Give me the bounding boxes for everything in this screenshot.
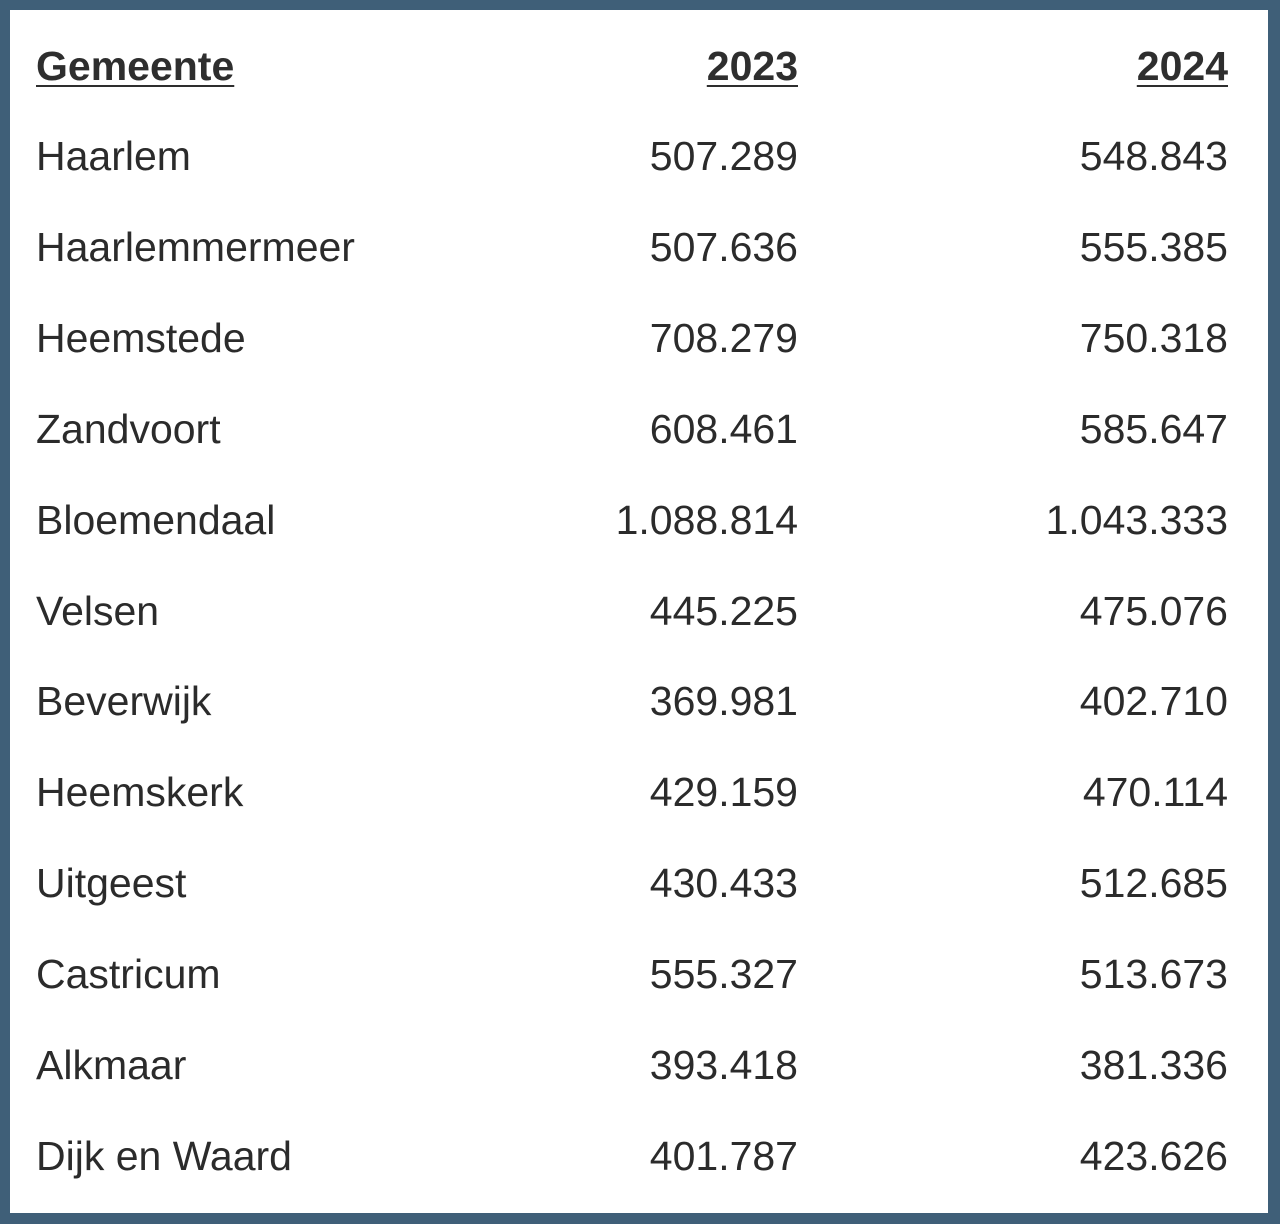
cell-gemeente: Heemskerk <box>36 769 244 815</box>
cell-2023: 401.787 <box>649 1133 798 1179</box>
cell-gemeente: Haarlem <box>36 133 191 179</box>
table-row: Velsen 445.225 475.076 <box>10 566 1268 657</box>
table-row: Dijk en Waard 401.787 423.626 <box>10 1111 1268 1202</box>
cell-gemeente: Castricum <box>36 951 221 997</box>
table-row: Heemskerk 429.159 470.114 <box>10 747 1268 838</box>
cell-gemeente: Uitgeest <box>36 860 187 906</box>
cell-2024: 475.076 <box>1079 588 1228 634</box>
table-row: Uitgeest 430.433 512.685 <box>10 838 1268 929</box>
cell-gemeente: Alkmaar <box>36 1042 187 1088</box>
cell-2024: 555.385 <box>1079 224 1228 270</box>
table-row: Haarlem 507.289 548.843 <box>10 111 1268 202</box>
cell-2023: 429.159 <box>649 769 798 815</box>
table-panel: Gemeente 2023 2024 Haarlem 507.289 548.8… <box>10 10 1268 1213</box>
cell-2024: 423.626 <box>1079 1133 1228 1179</box>
table-row: Haarlemmermeer 507.636 555.385 <box>10 202 1268 293</box>
cell-gemeente: Beverwijk <box>36 678 212 724</box>
cell-2023: 430.433 <box>649 860 798 906</box>
cell-gemeente: Bloemendaal <box>36 497 276 543</box>
cell-2024: 548.843 <box>1079 133 1228 179</box>
header-2023: 2023 <box>706 43 798 89</box>
table-row: Beverwijk 369.981 402.710 <box>10 656 1268 747</box>
table-row: Alkmaar 393.418 381.336 <box>10 1020 1268 1111</box>
cell-gemeente: Dijk en Waard <box>36 1133 292 1179</box>
header-gemeente: Gemeente <box>36 43 235 89</box>
cell-2024: 470.114 <box>1082 769 1228 815</box>
cell-2024: 1.043.333 <box>1045 497 1228 543</box>
cell-2023: 608.461 <box>649 406 798 452</box>
cell-2024: 585.647 <box>1079 406 1228 452</box>
cell-gemeente: Velsen <box>36 588 160 634</box>
table-row: Heemstede 708.279 750.318 <box>10 293 1268 384</box>
cell-2024: 513.673 <box>1079 951 1228 997</box>
cell-2023: 393.418 <box>649 1042 798 1088</box>
cell-gemeente: Zandvoort <box>36 406 221 452</box>
table-row: Castricum 555.327 513.673 <box>10 929 1268 1020</box>
cell-2024: 750.318 <box>1079 315 1228 361</box>
cell-2024: 381.336 <box>1079 1042 1228 1088</box>
cell-2023: 445.225 <box>649 588 798 634</box>
table-row: Zandvoort 608.461 585.647 <box>10 384 1268 475</box>
cell-2023: 507.636 <box>649 224 798 270</box>
cell-2023: 1.088.814 <box>615 497 798 543</box>
table-header-row: Gemeente 2023 2024 <box>10 21 1268 112</box>
cell-gemeente: Heemstede <box>36 315 246 361</box>
cell-2023: 555.327 <box>649 951 798 997</box>
header-2024: 2024 <box>1136 43 1228 89</box>
cell-2024: 512.685 <box>1079 860 1228 906</box>
cell-2023: 507.289 <box>649 133 798 179</box>
cell-gemeente: Haarlemmermeer <box>36 224 355 270</box>
cell-2023: 369.981 <box>649 678 798 724</box>
table-row: Bloemendaal 1.088.814 1.043.333 <box>10 475 1268 566</box>
cell-2023: 708.279 <box>649 315 798 361</box>
cell-2024: 402.710 <box>1079 678 1228 724</box>
